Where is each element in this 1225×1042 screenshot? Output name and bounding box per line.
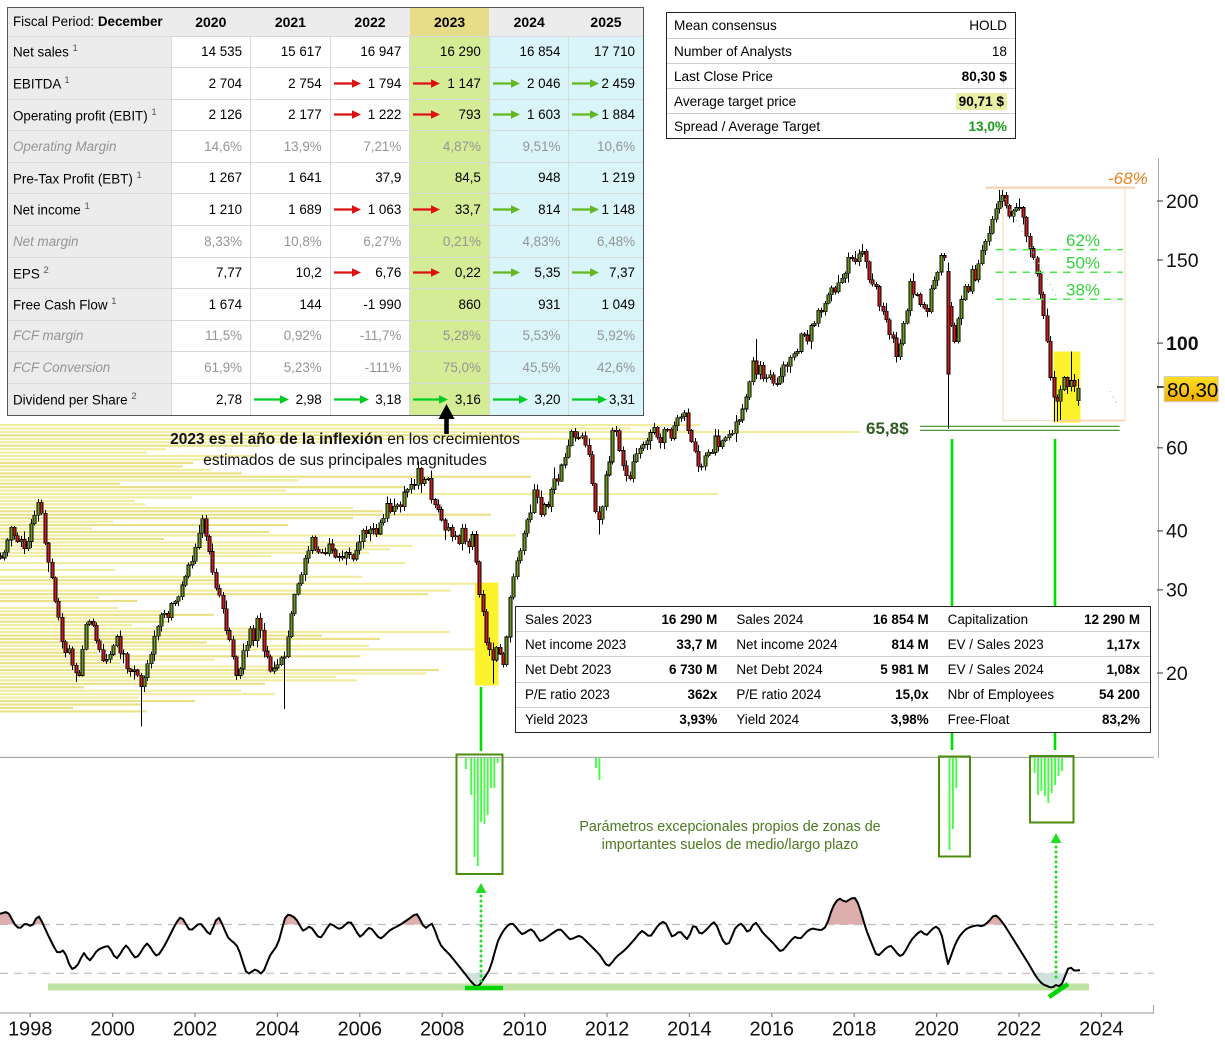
svg-text:2020: 2020 [914,1019,959,1041]
svg-text:38%: 38% [1066,281,1100,300]
svg-text:62%: 62% [1066,231,1100,250]
svg-text:2024: 2024 [1079,1019,1124,1041]
svg-text:2004: 2004 [255,1019,300,1041]
svg-text:2014: 2014 [667,1019,712,1041]
svg-text:20: 20 [1166,663,1188,685]
svg-text:2022: 2022 [997,1019,1042,1041]
svg-text:2012: 2012 [585,1019,630,1041]
svg-text:150: 150 [1166,250,1199,272]
svg-text:2018: 2018 [832,1019,877,1041]
svg-text:50%: 50% [1066,254,1100,273]
svg-text:100: 100 [1166,333,1199,355]
svg-text:2010: 2010 [502,1019,547,1041]
svg-text:2016: 2016 [750,1019,795,1041]
svg-text:65,8$: 65,8$ [866,419,909,438]
svg-text:2002: 2002 [173,1019,218,1041]
svg-text:-68%: -68% [1108,169,1148,188]
svg-text:80,30: 80,30 [1167,379,1218,402]
svg-text:60: 60 [1166,438,1188,460]
svg-text:1998: 1998 [8,1019,53,1041]
svg-text:200: 200 [1166,191,1199,213]
svg-text:2008: 2008 [420,1019,465,1041]
svg-text:2000: 2000 [90,1019,135,1041]
svg-text:30: 30 [1166,580,1188,602]
svg-text:2006: 2006 [338,1019,383,1041]
svg-text:40: 40 [1166,521,1188,543]
